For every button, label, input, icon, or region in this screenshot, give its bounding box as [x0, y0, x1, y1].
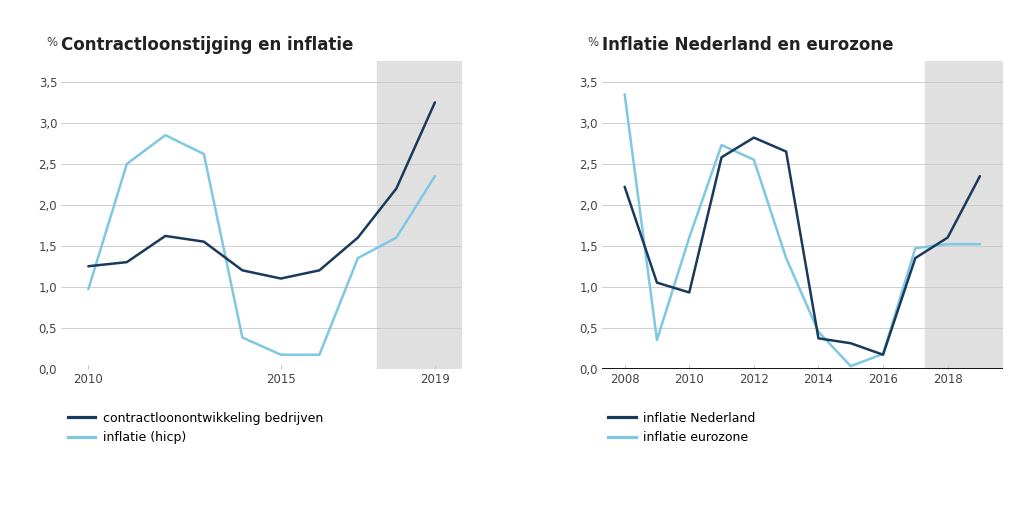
Text: Contractloonstijging en inflatie: Contractloonstijging en inflatie: [61, 36, 354, 54]
Legend: inflatie Nederland, inflatie eurozone: inflatie Nederland, inflatie eurozone: [609, 412, 756, 444]
Bar: [377, 61, 461, 369]
Text: Inflatie Nederland en eurozone: Inflatie Nederland en eurozone: [603, 36, 893, 54]
Legend: contractloonontwikkeling bedrijven, inflatie (hicp): contractloonontwikkeling bedrijven, infl…: [68, 412, 323, 444]
Bar: [925, 61, 1003, 369]
Text: %: %: [46, 36, 57, 49]
Text: %: %: [587, 36, 598, 49]
